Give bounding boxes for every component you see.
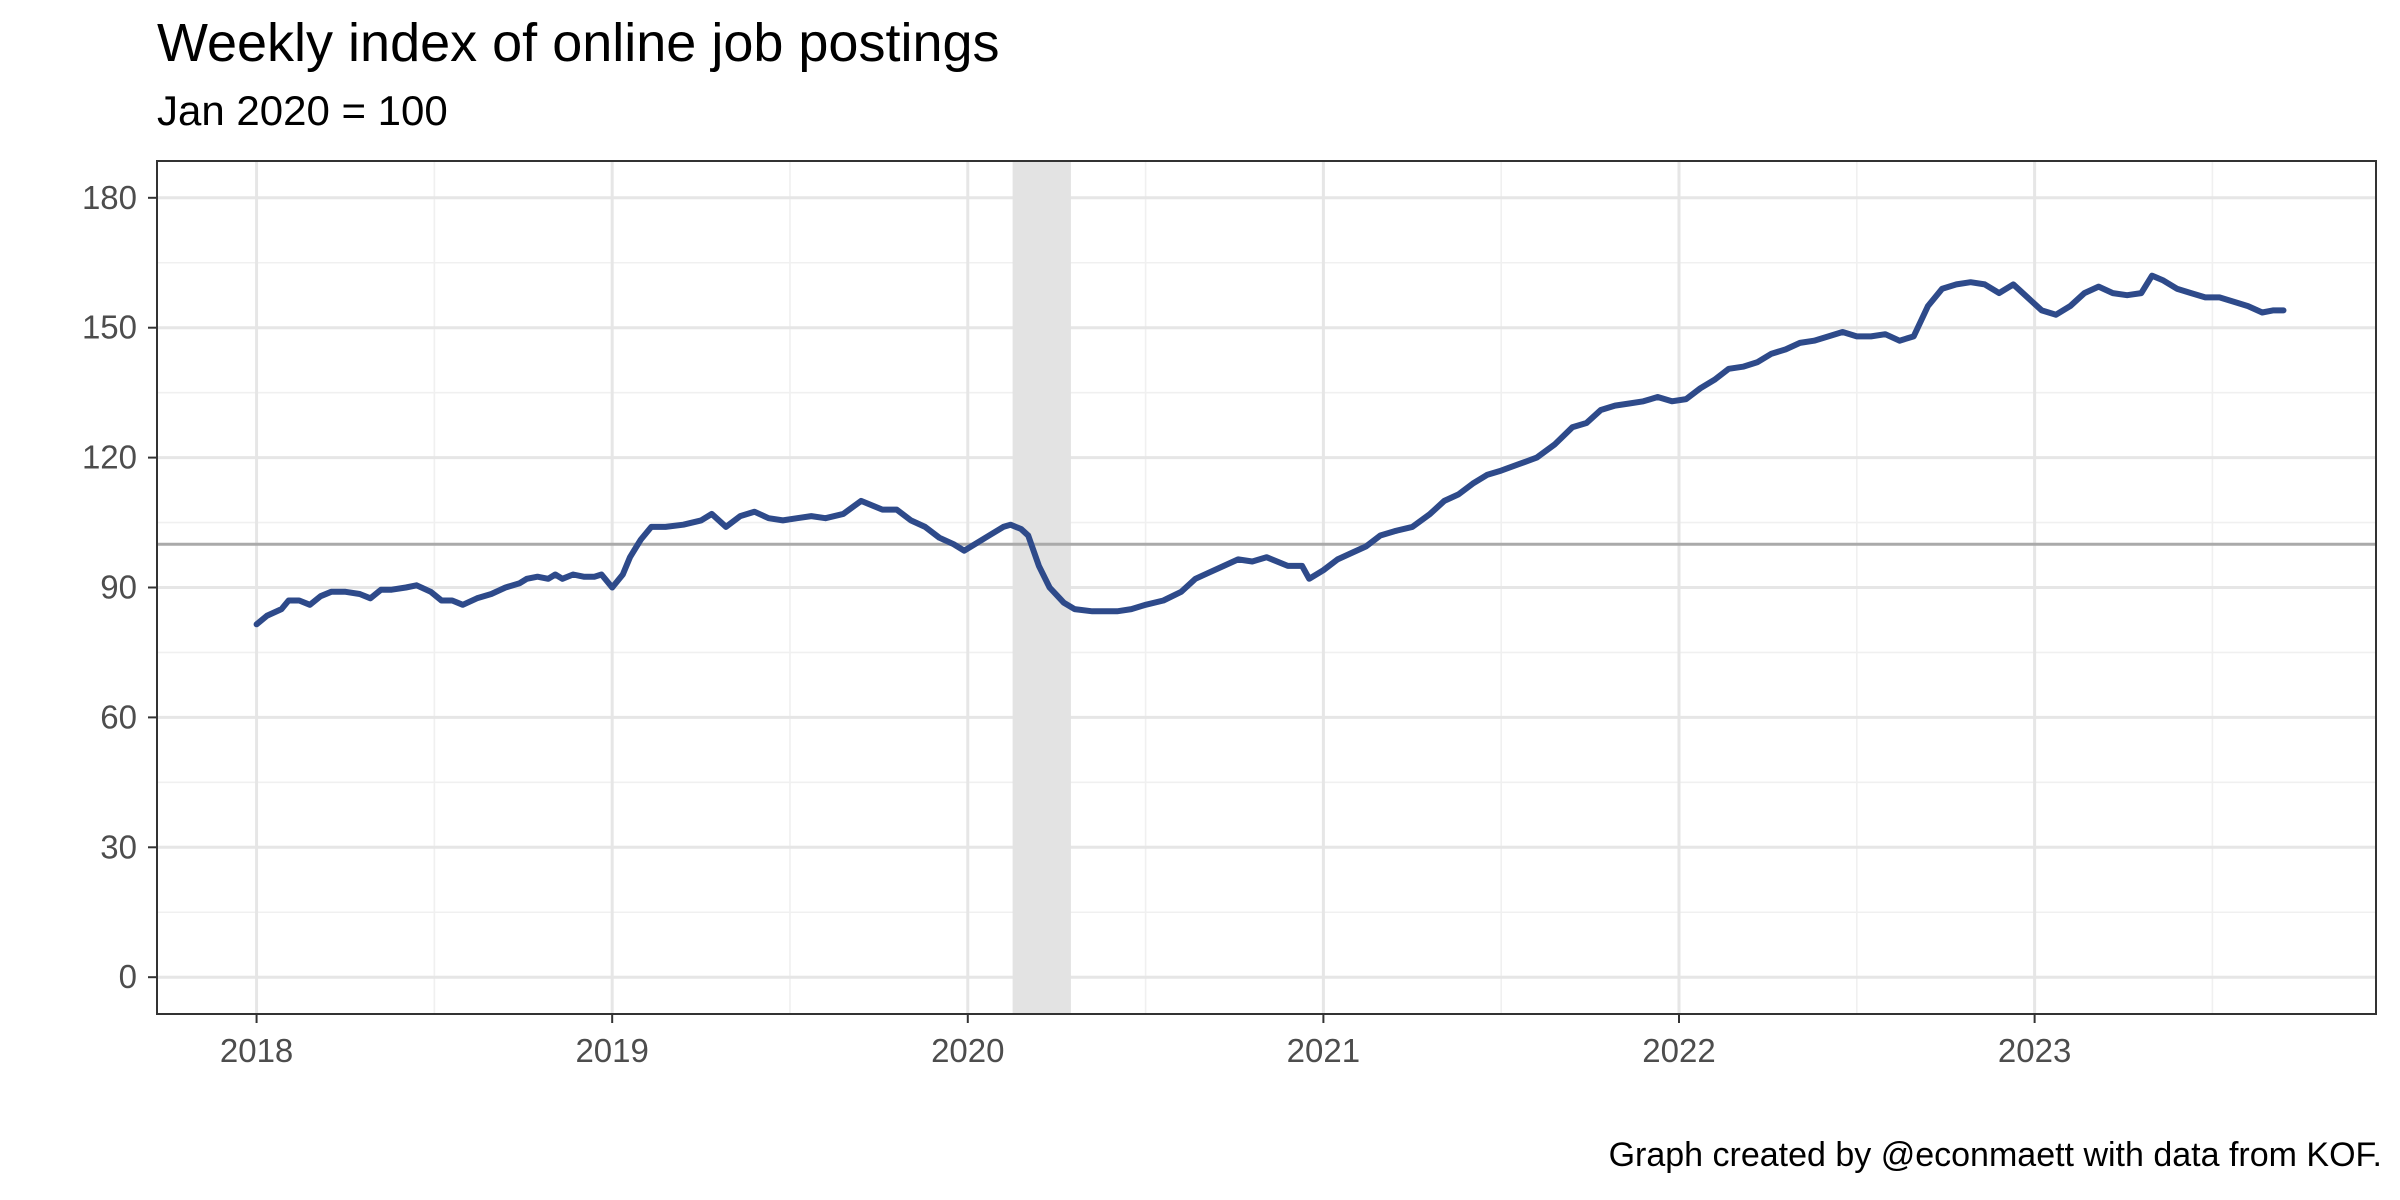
y-tick-label: 0 [119, 958, 137, 995]
y-tick-label: 180 [82, 179, 137, 216]
axes: 0 30 60 90 120 150 180 2018 2019 2020 2021 2022 2023 [82, 179, 2071, 1069]
shaded-period [1012, 161, 1071, 1014]
y-tick-label: 120 [82, 439, 137, 476]
x-tick-label: 2019 [575, 1032, 648, 1069]
x-tick-label: 2021 [1287, 1032, 1360, 1069]
chart-subtitle: Jan 2020 = 100 [157, 87, 448, 134]
shaded-period-layer [1012, 161, 1071, 1014]
y-tick-label: 90 [100, 569, 137, 606]
grid [157, 161, 2376, 1014]
series-line [253, 272, 2287, 628]
series-layer [253, 272, 2287, 628]
x-tick-label: 2018 [220, 1032, 293, 1069]
y-tick-label: 30 [100, 828, 137, 865]
chart-caption: Graph created by @econmaett with data fr… [1608, 1136, 2382, 1174]
chart-title: Weekly index of online job postings [157, 13, 1000, 73]
y-tick-label: 60 [100, 698, 137, 735]
y-tick-label: 150 [82, 309, 137, 346]
x-tick-label: 2023 [1998, 1032, 2071, 1069]
x-tick-label: 2022 [1642, 1032, 1715, 1069]
x-tick-label: 2020 [931, 1032, 1004, 1069]
